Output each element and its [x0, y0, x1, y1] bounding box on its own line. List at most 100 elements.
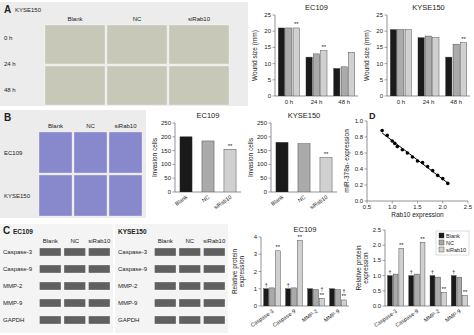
y-tick-label: 25 — [376, 12, 383, 18]
scatter-chart: 0.00.20.40.60.81.00.51.01.52.02.5Rab10 e… — [343, 111, 473, 219]
subtitle: KYSE150 — [15, 7, 42, 13]
y-tick — [173, 150, 176, 151]
x-tick-label: 24 h — [311, 99, 323, 105]
y-tick — [383, 230, 386, 231]
trend-line — [382, 133, 448, 183]
bar — [414, 274, 419, 306]
bar — [334, 68, 340, 96]
annotation: † — [410, 269, 413, 275]
y-tick-label: 5 — [380, 77, 384, 83]
y-tick — [269, 150, 272, 151]
annotation: ** — [420, 236, 425, 242]
y-axis-label-line: miR-378a- expression — [343, 129, 351, 193]
bar — [463, 295, 468, 306]
image-tile — [74, 132, 107, 173]
blot-band — [64, 316, 86, 324]
bar — [409, 276, 414, 306]
y-tick — [385, 63, 388, 64]
annotations: ** — [461, 36, 466, 42]
y-axis-label: Wound size (mm) — [251, 30, 259, 81]
blot-band — [40, 316, 62, 324]
y-axis-line — [275, 15, 276, 96]
image-background — [0, 110, 146, 218]
y-tick-label: 150 — [161, 148, 172, 154]
y-tick-label: 20 — [376, 28, 383, 34]
bar — [460, 43, 466, 96]
y-tick-label: 150 — [257, 148, 268, 154]
bar — [278, 28, 284, 96]
blot-band — [40, 299, 62, 307]
column-label: NC — [185, 238, 194, 244]
x-tick-label: 1.0 — [388, 204, 397, 210]
y-tick-label: 1.5 — [373, 257, 382, 263]
blot-band — [64, 282, 86, 290]
x-tick-label: siRab10 — [213, 194, 233, 210]
bar — [275, 251, 280, 306]
bar — [390, 30, 396, 96]
x-tick-label: MMP-2 — [301, 308, 319, 323]
bar — [286, 289, 291, 306]
blot-band — [204, 248, 226, 256]
y-tick-label: 250 — [161, 120, 172, 126]
y-tick-label: 0 — [380, 93, 384, 99]
bar — [330, 289, 335, 306]
bar — [308, 289, 313, 306]
bar — [319, 298, 324, 306]
annotation: † — [286, 282, 289, 288]
annotation: ** — [463, 289, 468, 295]
annotation: ** — [228, 143, 233, 149]
blot-band — [40, 265, 62, 273]
x-tick-label: Blank — [270, 194, 285, 207]
x-tick-label: Caspase-3 — [249, 308, 274, 328]
y-tick-label: 0.4 — [355, 166, 364, 172]
blot-band — [204, 316, 226, 324]
y-tick — [383, 275, 386, 276]
image-tile — [107, 25, 167, 64]
y-tick-label: 0.8 — [355, 134, 364, 140]
blot-band — [155, 299, 177, 307]
y-tick — [173, 192, 176, 193]
image-placeholder: CEC109BlankNCsiRab10Caspase-3Caspase-9MM… — [0, 224, 113, 333]
image-tile — [107, 66, 167, 105]
y-axis-label: Relative proteinexpression — [355, 245, 370, 291]
image-tile — [74, 175, 107, 216]
row-label: GAPDH — [118, 317, 139, 323]
bars — [276, 142, 332, 192]
bar — [297, 240, 302, 306]
x-tick-label: 0 h — [285, 99, 293, 105]
y-tick — [269, 136, 272, 137]
row-label: Caspase-3 — [3, 249, 33, 255]
image-placeholder: BBlankNCsiRab10EC109KYSE150 — [0, 110, 146, 218]
y-tick-label: 0 — [168, 189, 172, 195]
bar — [457, 277, 462, 306]
x-tick-label: NC — [201, 194, 211, 203]
y-axis-label-line: Invasion cells — [247, 137, 254, 177]
bars — [180, 137, 236, 192]
blot-band — [179, 248, 201, 256]
row-label: 0 h — [4, 35, 12, 41]
bar — [418, 38, 424, 96]
bar — [286, 28, 292, 96]
blot-band — [179, 282, 201, 290]
row-label: MMP-9 — [118, 300, 138, 306]
y-tick-label: 1.0 — [373, 273, 382, 279]
y-tick — [365, 169, 368, 170]
bar-chart: 0510152025Wound size (mm)EC1090 h24 h48 … — [251, 3, 358, 105]
bars — [388, 242, 468, 306]
bar-chart: 01234Relative proteinexpressionEC109Casp… — [231, 225, 350, 328]
bar — [441, 292, 446, 306]
y-tick — [259, 288, 262, 289]
bars — [390, 30, 466, 96]
x-tick-label: 0.5 — [363, 204, 372, 210]
image-background — [115, 224, 228, 333]
bar — [270, 288, 275, 306]
bar — [292, 288, 297, 306]
y-axis-label: Relative proteinexpression — [231, 249, 246, 295]
blot-band — [89, 316, 111, 324]
bar — [451, 276, 456, 306]
bar — [341, 67, 347, 96]
x-tick-label: 24 h — [423, 99, 435, 105]
bar-chart: 0.00.51.01.52.02.5Relative proteinexpres… — [355, 227, 471, 328]
bar — [298, 144, 310, 192]
bar — [321, 51, 327, 96]
